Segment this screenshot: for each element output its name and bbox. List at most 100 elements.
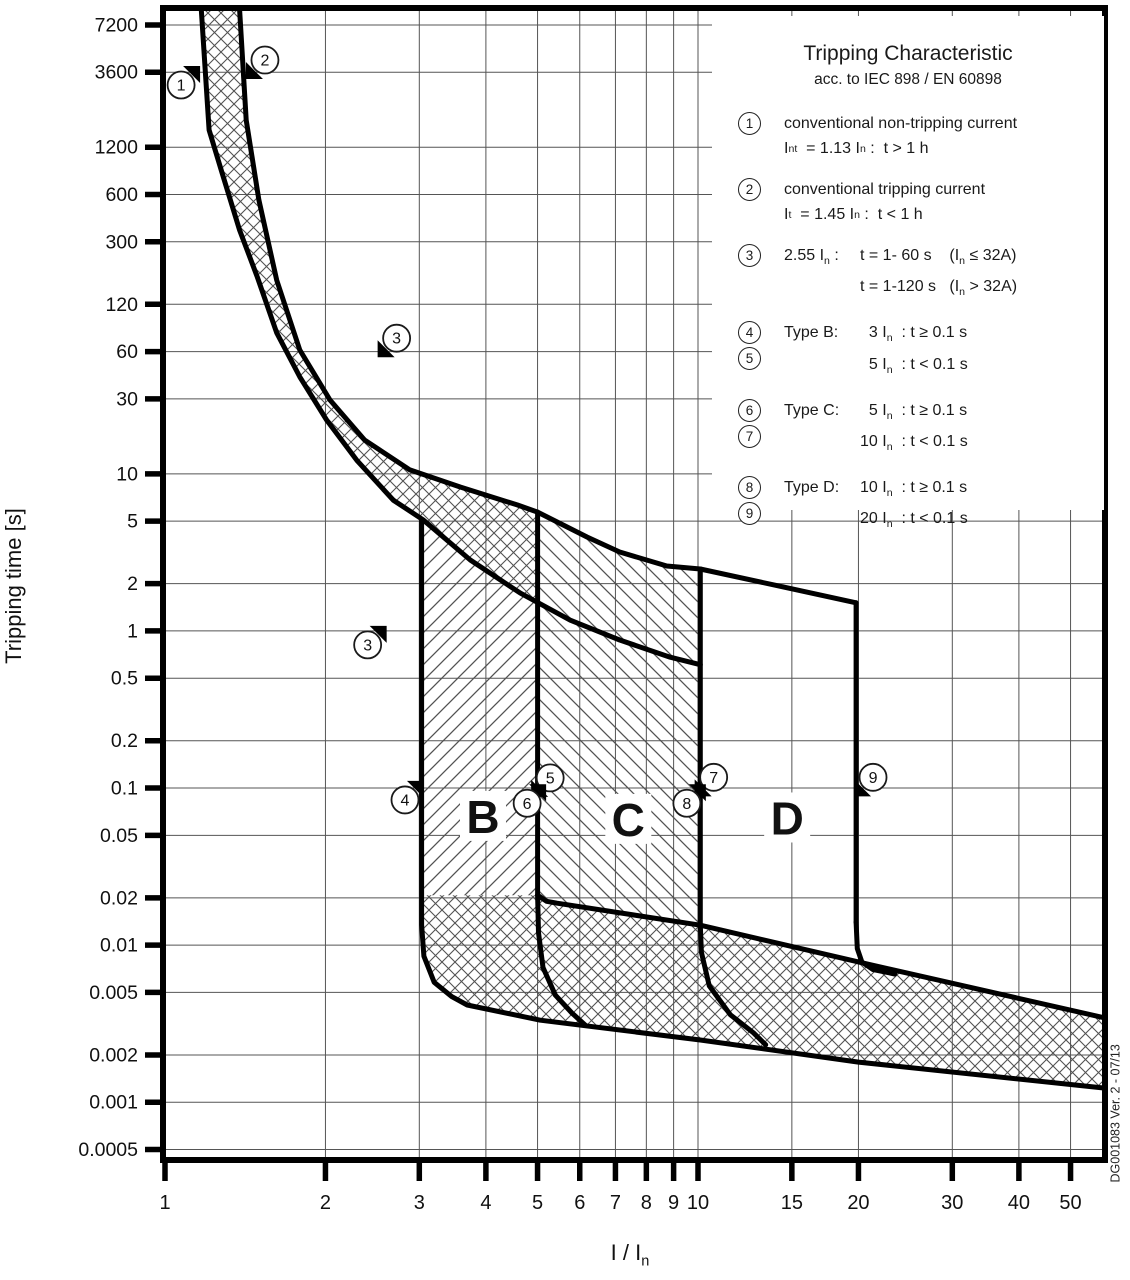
legend-item-4: 4 5 Type B: 3 In : t ≥ 0.1 s 5 In : t < 0.…: [738, 320, 1104, 382]
svg-text:C: C: [612, 794, 645, 846]
region-label-C: C: [605, 793, 652, 846]
curve-thermal-upper-1.45In: [237, 7, 703, 572]
region-typeC-region: [537, 512, 701, 926]
region-labels: B C D: [459, 790, 811, 846]
marker-pointer-icon: [688, 784, 706, 802]
legend-title: Tripping Characteristic: [803, 42, 1013, 65]
svg-text:9: 9: [668, 1192, 679, 1214]
marker-pointer-icon: [183, 66, 201, 84]
svg-text:1200: 1200: [95, 137, 139, 159]
legend-number-1: 1: [738, 112, 761, 135]
legend-subtitle: acc. to IEC 898 / EN 60898: [814, 71, 1002, 88]
svg-text:0.05: 0.05: [100, 825, 138, 847]
curve-instant-band-upper: [535, 892, 1108, 1021]
curve-typeC-left-lower-arc: [535, 892, 588, 1028]
hatch-regions: [201, 9, 1105, 1089]
svg-text:2: 2: [320, 1192, 331, 1214]
svg-text:15: 15: [781, 1192, 803, 1214]
region-thermal-band: [201, 9, 538, 601]
legend-item-numbers: 1: [738, 111, 784, 162]
marker-pointer-icon: [377, 340, 395, 358]
svg-text:600: 600: [105, 184, 138, 206]
y-axis-title: Tripping time [s]: [1, 508, 26, 664]
svg-text:7: 7: [610, 1192, 621, 1214]
y-tick-labels: 7200 3600 1200 600 300 120 60 30 10 5 2 1 0.5 0.2 0.1 0…: [78, 14, 138, 1161]
curve-marker-6-6: 6: [512, 784, 547, 818]
curve-typeD-upper: [697, 566, 859, 606]
svg-text:30: 30: [941, 1192, 963, 1214]
svg-text:0.01: 0.01: [100, 935, 138, 957]
svg-text:D: D: [771, 792, 804, 844]
svg-text:2: 2: [127, 573, 138, 595]
svg-text:0.1: 0.1: [111, 778, 138, 800]
svg-text:6: 6: [523, 796, 532, 813]
legend-number-6: 6: [738, 398, 761, 422]
svg-text:10: 10: [116, 463, 138, 485]
curve-marker-3-2: 3: [377, 323, 412, 358]
svg-text:1: 1: [159, 1192, 170, 1214]
svg-text:120: 120: [105, 294, 138, 316]
legend-number-8: 8: [738, 476, 761, 500]
legend-number-9: 9: [738, 502, 761, 526]
curves: [198, 7, 1108, 1091]
document-code: DG001083 Ver. 2 - 07/13: [1108, 1044, 1123, 1183]
marker-pointer-icon: [369, 625, 387, 643]
legend-number-2: 2: [738, 178, 761, 201]
svg-text:0.002: 0.002: [89, 1044, 138, 1066]
svg-text:0.02: 0.02: [100, 887, 138, 909]
curve-thermal-lower-1.13In: [198, 7, 703, 668]
svg-text:3: 3: [392, 331, 401, 348]
x-tick-labels: 1 2 3 4 5 6 7 8 9 10 15 20 30 40 50: [159, 1192, 1081, 1214]
legend-item-3: 3 2.55 In :t = 1- 60 s (In ≤ 32A) t = 1-12…: [738, 243, 1104, 305]
svg-text:3600: 3600: [95, 62, 139, 84]
legend-item-text: Type C: 5 In : t ≥ 0.1 s 10 In : t < 0.1 …: [784, 401, 968, 454]
svg-text:0.005: 0.005: [89, 982, 138, 1004]
svg-text:B: B: [466, 791, 499, 843]
legend-item-numbers: 3: [738, 243, 784, 305]
svg-text:7200: 7200: [95, 14, 139, 36]
legend-item-6: 6 7 Type C: 5 In : t ≥ 0.1 s 10 In : t < 0.…: [738, 398, 1104, 460]
marker-pointer-icon: [406, 780, 424, 798]
svg-text:30: 30: [116, 388, 138, 410]
legend-item-text: Type B: 3 In : t ≥ 0.1 s 5 In : t < 0.1 …: [784, 324, 968, 376]
curve-marker-1-0: 1: [166, 66, 201, 100]
svg-text:20: 20: [847, 1192, 869, 1214]
svg-text:0.5: 0.5: [111, 668, 138, 690]
curve-marker-3-3: 3: [353, 625, 387, 660]
x-axis-title: I / In: [610, 1240, 650, 1270]
marker-pointer-icon: [854, 779, 872, 797]
curve-typeB-left-and-lower: [419, 517, 1108, 1091]
marker-pointer-icon: [245, 62, 263, 80]
svg-text:1: 1: [127, 620, 138, 642]
svg-text:3: 3: [414, 1192, 425, 1214]
axis-ticks: [145, 22, 1074, 1181]
svg-text:4: 4: [480, 1192, 491, 1214]
region-instant-band: [421, 895, 1105, 1089]
svg-text:5: 5: [532, 1192, 543, 1214]
legend-item-text: 2.55 In :t = 1- 60 s (In ≤ 32A) t = 1-120…: [784, 247, 1018, 299]
region-typeB-region: [421, 519, 538, 896]
legend-item-numbers: 2: [738, 177, 784, 228]
svg-text:2: 2: [260, 53, 269, 70]
svg-text:60: 60: [116, 341, 138, 363]
svg-text:1: 1: [177, 78, 186, 95]
legend-item-text: Type D: 10 In : t ≥ 0.1 s 20 In : t < 0.1 …: [784, 479, 968, 531]
svg-text:0.2: 0.2: [111, 730, 138, 752]
region-label-B: B: [459, 790, 506, 843]
svg-text:6: 6: [574, 1192, 585, 1214]
legend-item-8: 8 9 Type D: 10 In : t ≥ 0.1 s 20 In : t < 0.…: [738, 475, 1104, 537]
svg-text:5: 5: [127, 511, 138, 533]
legend-number-5: 5: [738, 347, 761, 371]
curve-marker-9-9: 9: [854, 762, 888, 797]
svg-text:300: 300: [105, 231, 138, 253]
svg-text:8: 8: [641, 1192, 652, 1214]
curve-marker-8-8: 8: [672, 784, 706, 818]
legend-number-4: 4: [738, 321, 761, 345]
